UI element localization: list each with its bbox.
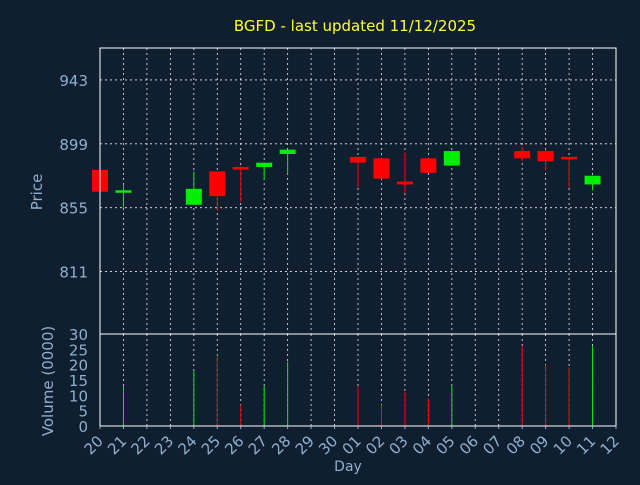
volume-tick-label: 5 [78,403,88,421]
x-tick-label: 21 [104,432,130,458]
x-tick-label: 20 [81,432,107,458]
candle-body [537,151,554,162]
x-tick-label: 24 [174,432,200,458]
x-axis-label: Day [334,459,362,475]
candle-body [279,149,296,154]
x-tick-label: 06 [456,432,482,458]
x-tick-label: 22 [128,432,154,458]
x-tick-label: 05 [432,432,458,458]
price-tick-label: 943 [59,72,88,90]
x-tick-label: 28 [268,432,294,458]
x-tick-label: 30 [315,432,341,458]
x-tick-label: 04 [409,432,435,458]
x-tick-label: 07 [479,432,505,458]
x-tick-label: 23 [151,432,177,458]
volume-axis-label: Volume (0000) [39,326,57,436]
volume-tick-label: 20 [69,357,88,375]
candle-body [584,175,601,185]
volume-tick-label: 10 [69,387,88,405]
x-tick-label: 09 [526,432,552,458]
candle-body [185,188,202,205]
price-axis-label: Price [28,174,46,211]
volume-tick-label: 15 [69,372,88,390]
candle-body [561,156,578,160]
candle-body [373,158,390,179]
x-tick-label: 26 [221,432,247,458]
axes: 8118558999430510152025302021222324252627… [59,47,623,458]
x-tick-label: 02 [362,432,388,458]
chart-title: BGFD - last updated 11/12/2025 [234,17,476,35]
x-tick-label: 03 [386,432,412,458]
candle-body [115,190,132,193]
x-tick-label: 29 [292,432,318,458]
volume-tick-label: 25 [69,341,88,359]
x-tick-label: 27 [245,432,271,458]
candles [92,146,601,211]
x-tick-label: 01 [339,432,365,458]
candle-body [350,156,366,163]
x-tick-label: 11 [573,432,599,458]
price-grid [100,48,616,334]
candle-body [396,181,413,185]
x-tick-label: 12 [597,432,623,458]
volume-tick-label: 30 [69,326,88,344]
candle-body [209,171,226,197]
x-tick-label: 25 [198,432,224,458]
candle-body [420,158,437,173]
x-tick-label: 08 [503,432,529,458]
price-tick-label: 811 [59,264,88,282]
price-panel-frame [99,47,617,335]
x-tick-label: 10 [550,432,576,458]
candle-body [443,151,460,166]
volume-bars [122,346,594,426]
candle-body [514,151,531,159]
price-tick-label: 855 [59,200,88,218]
price-tick-label: 899 [59,136,88,154]
candle-body [232,167,249,170]
candle-body [256,162,273,168]
volume-tick-label: 0 [78,418,88,436]
